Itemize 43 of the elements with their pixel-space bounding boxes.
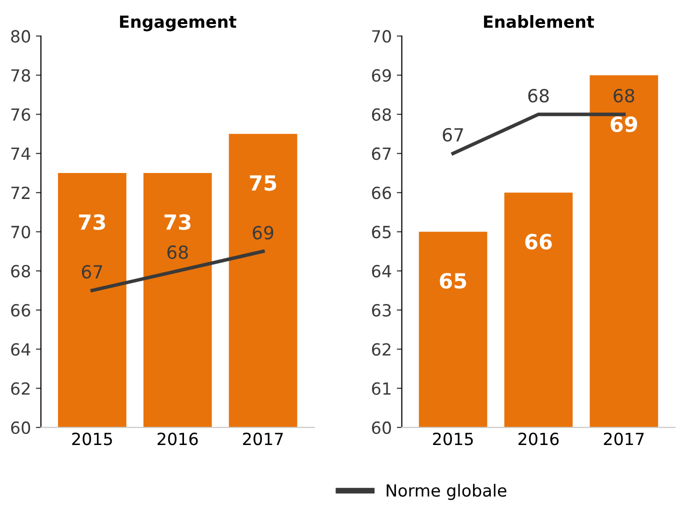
chart-title: Engagement — [120, 16, 236, 32]
y-tick-label: 62 — [372, 343, 390, 356]
y-tick-label: 62 — [11, 382, 30, 395]
chart-title: Enablement — [484, 15, 594, 28]
y-tick-label: 66 — [372, 186, 392, 200]
y-tick-label: 61 — [372, 382, 391, 395]
data-label: 73 — [164, 214, 190, 230]
y-tick-label: 74 — [11, 148, 30, 160]
data-label: 68 — [167, 245, 188, 260]
x-tick-label: 2015 — [433, 432, 473, 446]
y-tick-label: 78 — [11, 69, 30, 82]
y-tick-label: 63 — [372, 304, 391, 317]
y-tick-label: 65 — [372, 226, 391, 238]
x-tick-label: 2016 — [518, 432, 559, 446]
y-tick-label: 69 — [372, 69, 391, 82]
data-label: 69 — [610, 116, 638, 132]
y-tick-label: 68 — [372, 108, 391, 121]
y-tick-label: 60 — [372, 421, 391, 434]
data-label: 67 — [82, 264, 102, 279]
y-tick-label: 60 — [11, 421, 30, 434]
data-label: 67 — [442, 128, 463, 142]
data-label: 65 — [440, 272, 466, 289]
data-label: 66 — [525, 234, 552, 250]
y-tick-label: 76 — [11, 108, 30, 121]
data-label: 68 — [528, 88, 549, 102]
x-tick-label: 2015 — [72, 432, 112, 446]
data-label: 69 — [252, 226, 274, 240]
legend-label: Norme globale — [386, 484, 506, 500]
y-tick-label: 80 — [11, 30, 30, 43]
y-tick-label: 66 — [11, 304, 30, 317]
x-tick-label: 2017 — [604, 432, 644, 446]
x-tick-label: 2017 — [243, 432, 283, 446]
data-label: 68 — [614, 88, 634, 102]
y-tick-label: 64 — [11, 343, 30, 356]
y-tick-label: 70 — [11, 226, 30, 238]
y-tick-label: 64 — [372, 264, 392, 278]
y-tick-label: 68 — [11, 264, 30, 278]
data-label: 73 — [79, 214, 106, 230]
data-label: 75 — [250, 175, 276, 191]
y-tick-label: 72 — [11, 186, 30, 199]
y-tick-label: 70 — [372, 30, 391, 43]
x-tick-label: 2016 — [158, 432, 198, 446]
y-tick-label: 67 — [372, 147, 391, 160]
